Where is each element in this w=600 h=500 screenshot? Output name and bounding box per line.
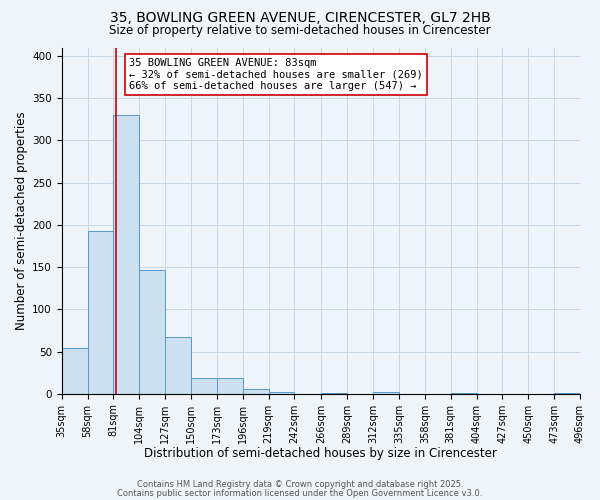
Bar <box>269 392 295 394</box>
Text: Size of property relative to semi-detached houses in Cirencester: Size of property relative to semi-detach… <box>109 24 491 37</box>
Text: 35, BOWLING GREEN AVENUE, CIRENCESTER, GL7 2HB: 35, BOWLING GREEN AVENUE, CIRENCESTER, G… <box>110 11 490 25</box>
Bar <box>242 388 269 394</box>
Y-axis label: Number of semi-detached properties: Number of semi-detached properties <box>15 112 28 330</box>
Bar <box>373 392 399 394</box>
Bar <box>191 378 217 394</box>
Bar <box>217 378 242 394</box>
Bar <box>165 337 191 394</box>
Bar <box>88 231 113 394</box>
Text: 35 BOWLING GREEN AVENUE: 83sqm
← 32% of semi-detached houses are smaller (269)
6: 35 BOWLING GREEN AVENUE: 83sqm ← 32% of … <box>129 58 423 91</box>
Bar <box>113 115 139 394</box>
Bar <box>139 270 165 394</box>
X-axis label: Distribution of semi-detached houses by size in Cirencester: Distribution of semi-detached houses by … <box>145 447 497 460</box>
Bar <box>62 348 88 394</box>
Bar <box>322 393 347 394</box>
Bar <box>554 393 580 394</box>
Bar <box>451 393 476 394</box>
Text: Contains HM Land Registry data © Crown copyright and database right 2025.: Contains HM Land Registry data © Crown c… <box>137 480 463 489</box>
Text: Contains public sector information licensed under the Open Government Licence v3: Contains public sector information licen… <box>118 489 482 498</box>
